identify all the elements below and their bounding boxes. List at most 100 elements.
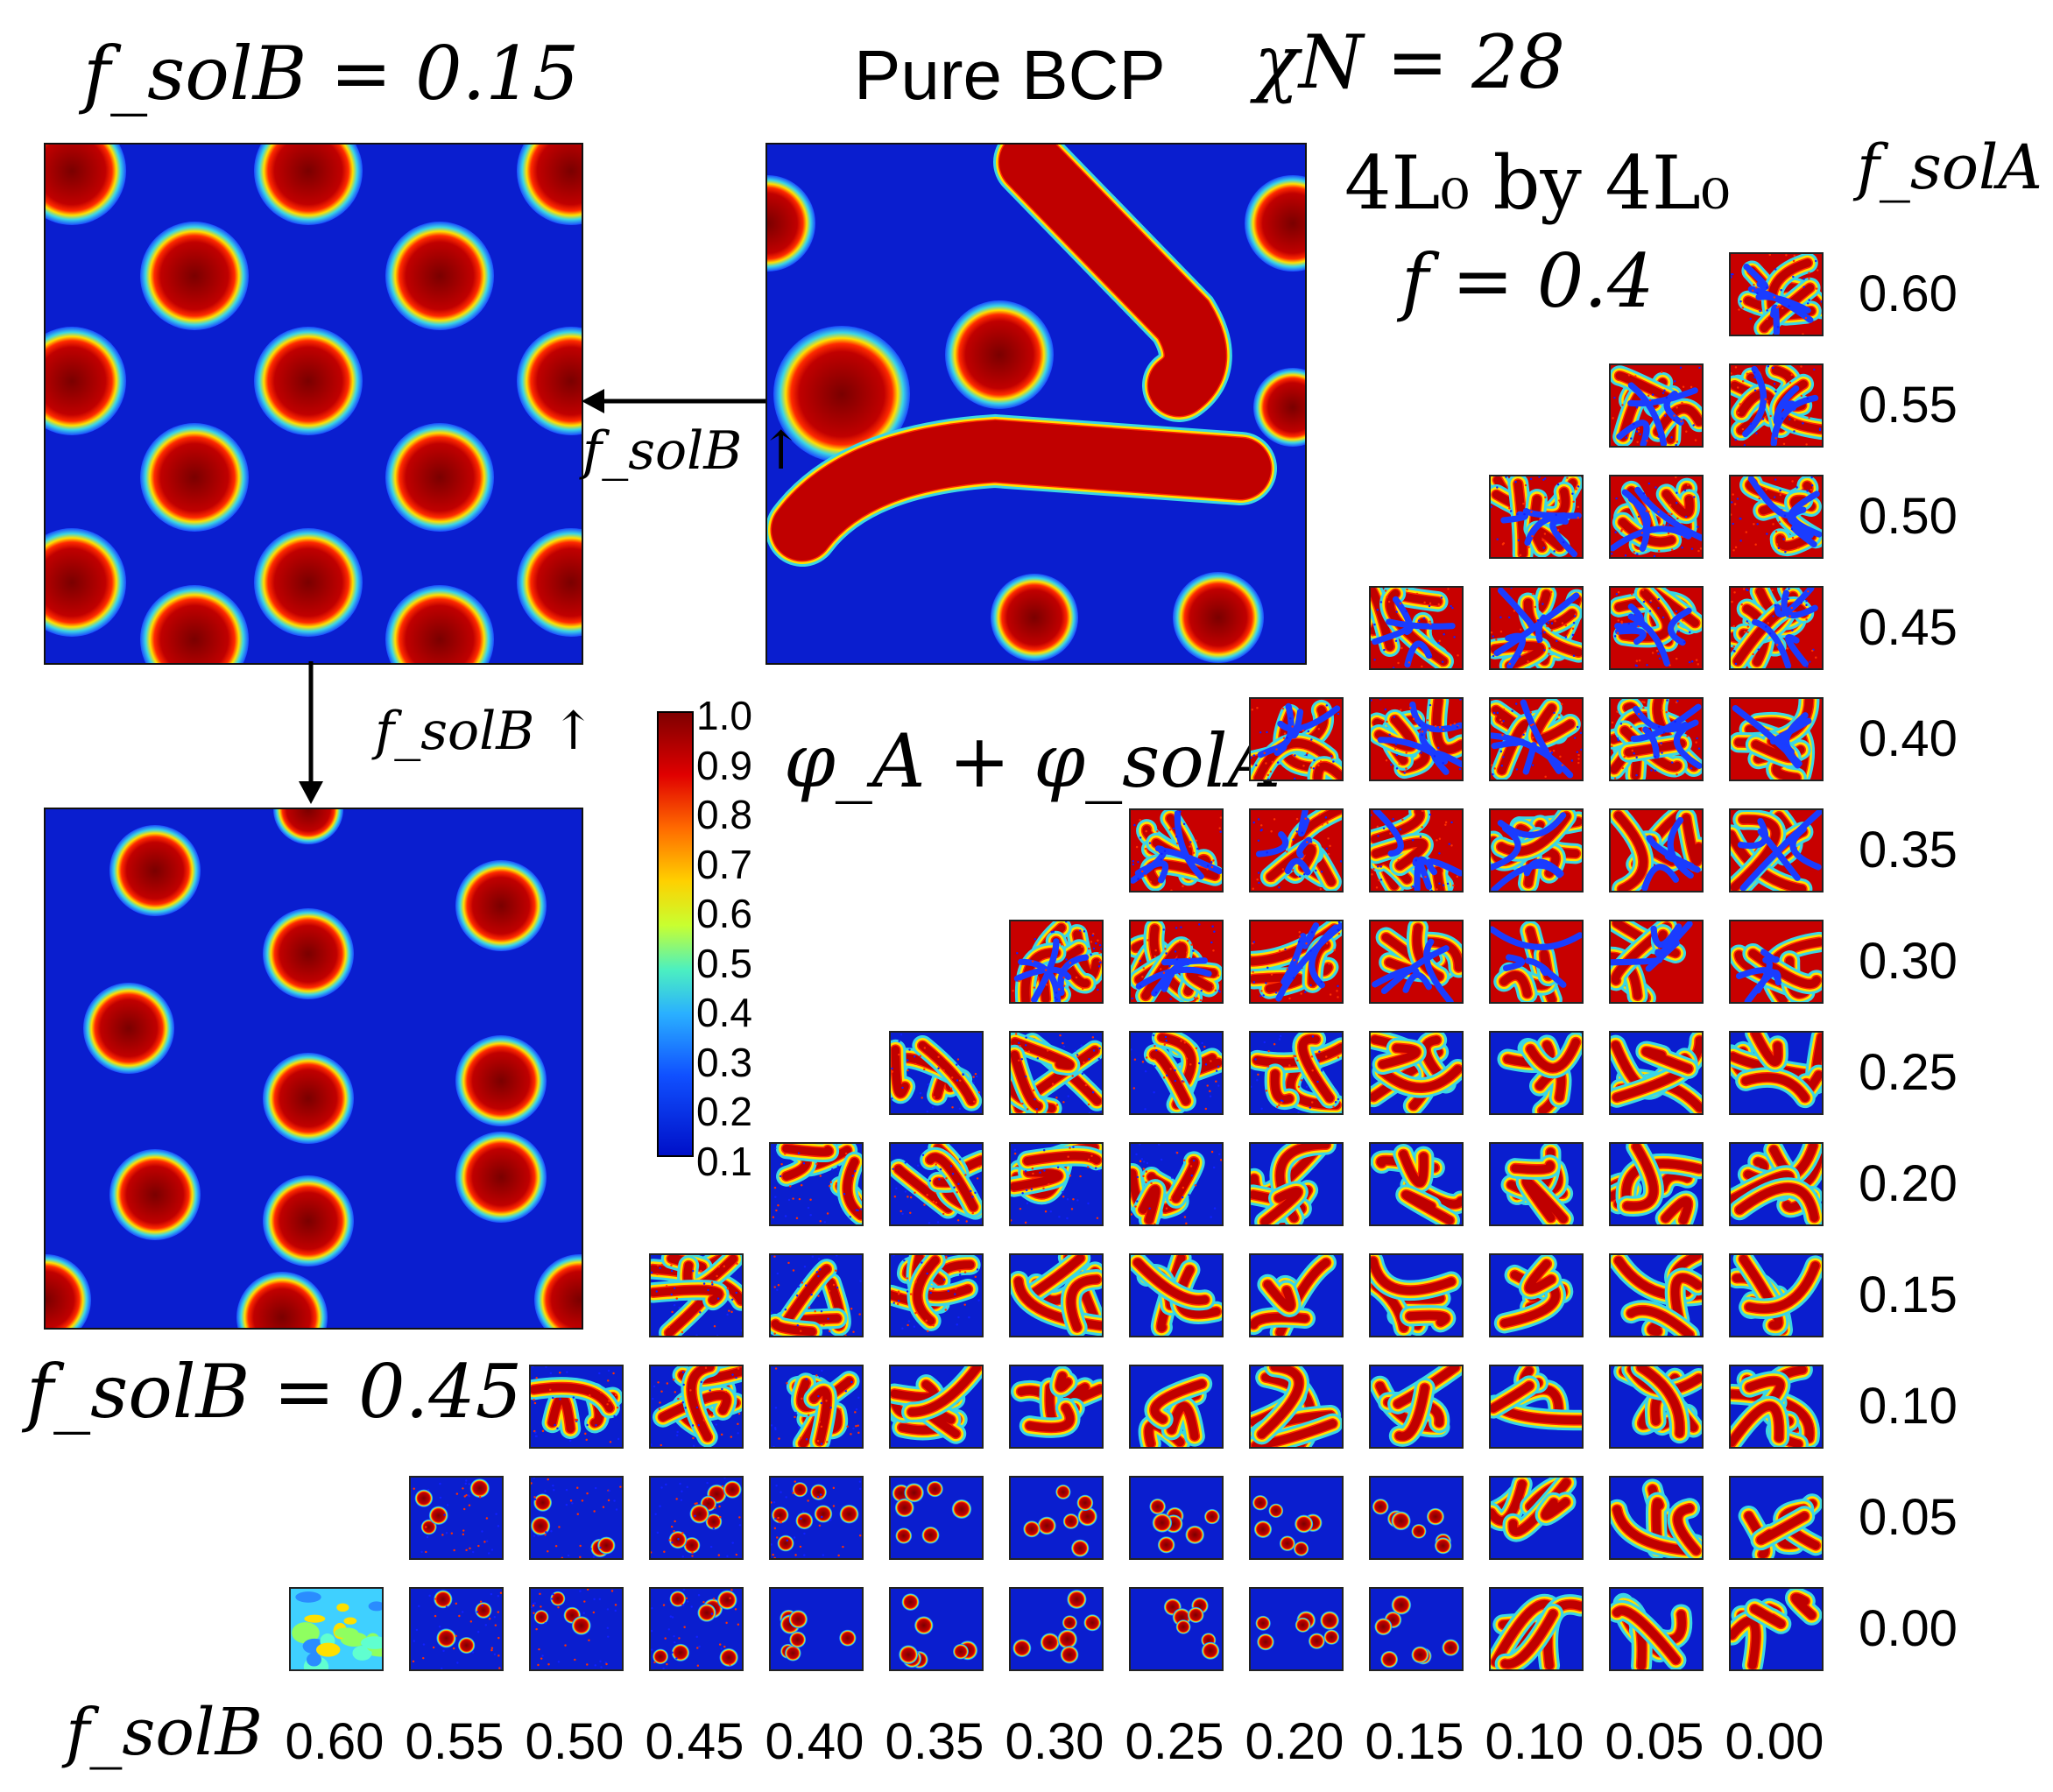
- arrow-vertical-label: f_solB ↑: [375, 701, 596, 762]
- noise-speck: [1543, 477, 1547, 480]
- noise-speck: [1069, 1146, 1071, 1149]
- noise-speck: [565, 1503, 568, 1506]
- noise-speck: [608, 1400, 610, 1402]
- noise-speck: [1534, 605, 1537, 609]
- noise-speck: [789, 1185, 792, 1188]
- noise-speck: [671, 1651, 674, 1654]
- noise-speck: [891, 1067, 893, 1070]
- noise-speck: [1083, 1061, 1085, 1064]
- noise-speck: [1406, 588, 1408, 591]
- noise-speck: [1257, 871, 1260, 874]
- noise-speck: [971, 1211, 974, 1215]
- domain-dot: [46, 1254, 91, 1328]
- noise-speck: [462, 1529, 465, 1532]
- noise-speck: [723, 1645, 726, 1648]
- noise-speck: [1788, 381, 1792, 385]
- noise-speck: [1783, 514, 1787, 517]
- colorbar-tick: 0.3: [696, 1039, 752, 1085]
- tile-blue-channel: [1151, 959, 1191, 997]
- noise-speck: [1657, 435, 1660, 438]
- noise-speck: [914, 1062, 917, 1066]
- noise-speck: [1098, 951, 1101, 955]
- noise-speck: [1405, 767, 1407, 770]
- snapshot-tile: [769, 1587, 864, 1671]
- noise-speck: [1677, 622, 1680, 625]
- tile-worm-layer-3: [1513, 479, 1527, 557]
- noise-speck: [1666, 699, 1669, 702]
- noise-speck: [675, 1498, 678, 1500]
- tile-dot: [653, 1648, 669, 1665]
- tile-blue-channel: [1377, 737, 1449, 765]
- noise-speck: [1676, 700, 1679, 702]
- noise-speck: [1376, 865, 1379, 868]
- noise-speck: [1450, 844, 1453, 847]
- noise-speck: [852, 1330, 855, 1333]
- noise-speck: [803, 1532, 806, 1535]
- noise-speck: [1810, 483, 1814, 487]
- noise-speck: [1394, 743, 1398, 745]
- column-label: 0.40: [765, 1713, 864, 1770]
- noise-speck: [1310, 1055, 1314, 1058]
- noise-speck: [1620, 528, 1624, 531]
- row-label: 0.25: [1859, 1044, 1958, 1101]
- noise-speck: [822, 1323, 825, 1326]
- noise-speck: [458, 1614, 461, 1618]
- noise-speck: [1210, 861, 1213, 864]
- noise-speck: [1440, 596, 1443, 599]
- tile-dot: [1185, 1525, 1205, 1544]
- noise-speck: [1217, 1084, 1220, 1087]
- noise-speck: [579, 1544, 582, 1548]
- tile-worm-layer-3: [687, 1366, 715, 1442]
- noise-speck: [1559, 755, 1562, 758]
- noise-speck: [730, 1589, 733, 1591]
- noise-speck: [1430, 889, 1433, 891]
- noise-speck: [1522, 502, 1525, 505]
- tile-blue-channel: [1426, 858, 1462, 877]
- noise-speck: [1508, 507, 1511, 510]
- tile-blue-channel: [1277, 705, 1341, 732]
- noise-speck: [450, 1532, 454, 1534]
- noise-speck: [1135, 845, 1139, 849]
- noise-speck: [857, 1424, 859, 1427]
- disorder-blob: [304, 1614, 326, 1623]
- noise-speck: [1170, 1176, 1174, 1179]
- noise-speck: [839, 1407, 842, 1411]
- noise-speck: [1278, 1104, 1280, 1107]
- noise-speck: [1145, 829, 1147, 833]
- noise-speck: [1580, 748, 1582, 751]
- noise-speck: [1577, 761, 1580, 765]
- noise-speck: [1284, 948, 1287, 951]
- noise-speck: [1312, 767, 1316, 770]
- tile-dot: [1175, 1619, 1191, 1634]
- noise-speck: [1140, 1158, 1144, 1161]
- noise-speck: [1334, 1101, 1337, 1104]
- noise-speck: [737, 1623, 740, 1626]
- noise-speck: [1043, 1169, 1046, 1172]
- noise-speck: [774, 1196, 777, 1198]
- noise-speck: [794, 1415, 796, 1419]
- noise-speck: [1637, 712, 1640, 716]
- noise-speck: [1733, 650, 1736, 653]
- noise-speck: [544, 1534, 547, 1536]
- noise-speck: [897, 1290, 900, 1293]
- column-label: 0.60: [285, 1713, 384, 1770]
- noise-speck: [978, 1165, 981, 1168]
- noise-speck: [1574, 613, 1577, 616]
- noise-speck: [1046, 1049, 1049, 1052]
- noise-speck: [710, 1415, 713, 1417]
- noise-speck: [540, 1605, 542, 1608]
- tile-worm-layer-3: [1158, 1034, 1196, 1085]
- noise-speck: [939, 1168, 942, 1171]
- noise-speck: [951, 1173, 955, 1175]
- noise-speck: [1776, 326, 1780, 328]
- noise-speck: [726, 1313, 729, 1316]
- noise-speck: [1641, 700, 1644, 703]
- noise-speck: [829, 1406, 832, 1409]
- noise-speck: [1540, 632, 1543, 635]
- column-label: 0.50: [525, 1713, 624, 1770]
- noise-speck: [1739, 517, 1741, 520]
- noise-speck: [462, 1507, 466, 1511]
- tile-worm-layer-3: [1406, 1311, 1450, 1327]
- noise-speck: [1556, 483, 1560, 486]
- noise-speck: [468, 1483, 471, 1485]
